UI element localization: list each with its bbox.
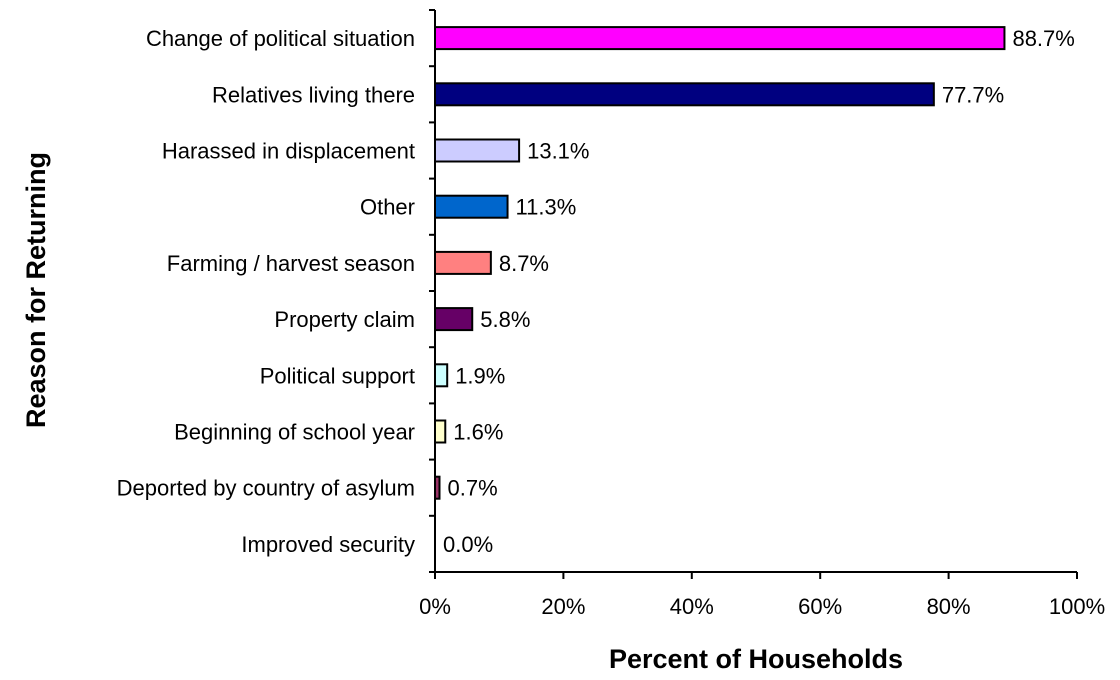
bar [434, 82, 935, 107]
x-tick-label: 80% [927, 594, 971, 619]
x-tick-label: 40% [670, 594, 714, 619]
category-label: Change of political situation [146, 26, 415, 51]
category-label: Farming / harvest season [167, 251, 415, 276]
bar [434, 307, 474, 332]
category-label: Harassed in displacement [162, 139, 415, 164]
bar [434, 363, 449, 388]
category-label: Improved security [241, 532, 415, 557]
data-label: 1.9% [455, 363, 505, 388]
data-label: 13.1% [527, 139, 589, 164]
data-label: 11.3% [516, 195, 577, 220]
data-label: 0.7% [447, 476, 497, 501]
bar [434, 250, 492, 275]
data-label: 1.6% [453, 420, 503, 445]
labels-layer: Change of political situation 88.7% Relati… [117, 26, 1106, 619]
x-tick-label: 60% [798, 594, 842, 619]
bar [434, 194, 509, 219]
bars-layer [434, 26, 1006, 500]
bar [434, 419, 447, 444]
category-label: Political support [260, 363, 415, 388]
x-axis-title: Percent of Households [609, 644, 903, 674]
category-label: Relatives living there [212, 82, 415, 107]
data-label: 0.0% [443, 532, 493, 557]
y-axis-title: Reason for Returning [21, 152, 51, 428]
bar [434, 138, 521, 163]
data-label: 8.7% [499, 251, 549, 276]
category-label: Deported by country of asylum [117, 476, 415, 501]
data-label: 88.7% [1012, 26, 1074, 51]
x-tick-label: 20% [541, 594, 585, 619]
data-label: 5.8% [480, 307, 530, 332]
category-label: Other [360, 195, 415, 220]
data-label: 77.7% [942, 82, 1004, 107]
axes-layer [429, 9, 1078, 579]
x-tick-label: 0% [419, 594, 451, 619]
category-label: Beginning of school year [174, 420, 415, 445]
x-tick-label: 100% [1049, 594, 1105, 619]
category-label: Property claim [274, 307, 415, 332]
bar [434, 26, 1006, 51]
